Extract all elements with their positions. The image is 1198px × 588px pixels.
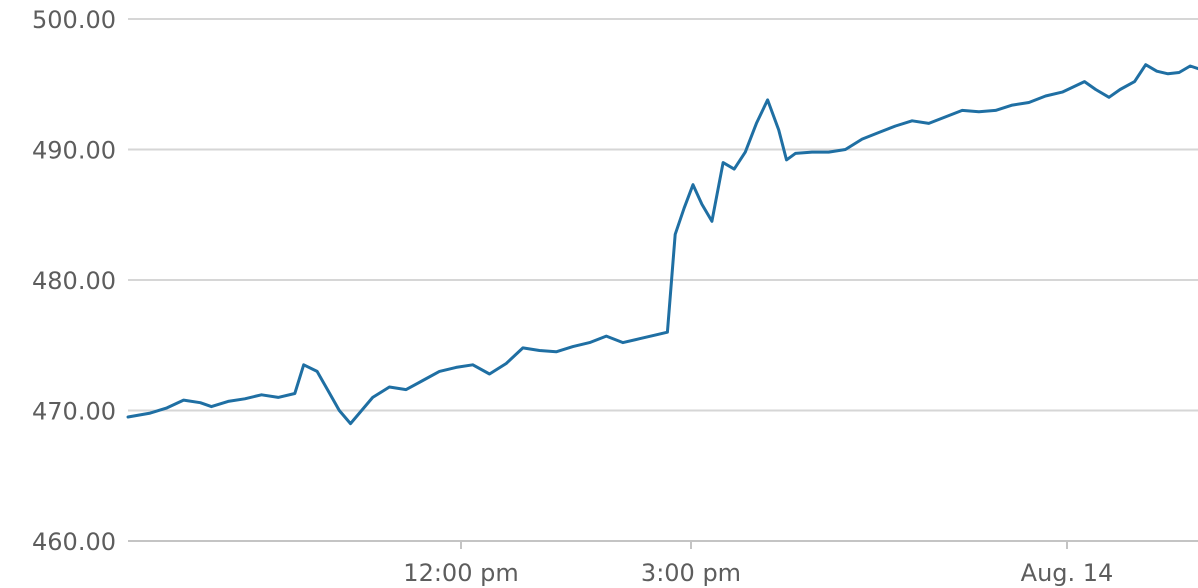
x-tick-label: Aug. 14 [1021,559,1114,587]
x-axis: 12:00 pm 3:00 pm Aug. 14 [128,540,1198,587]
gridlines [128,18,1198,542]
y-tick-label: 470.00 [32,398,116,426]
series-group [126,63,1198,426]
series-line-0 [126,63,1198,426]
x-tick-label: 3:00 pm [641,559,741,587]
y-axis: 500.00 490.00 480.00 470.00 460.00 [32,6,116,556]
y-tick-label: 460.00 [32,528,116,556]
y-tick-label: 480.00 [32,267,116,295]
x-tick-label: 12:00 pm [403,559,518,587]
y-tick-label: 490.00 [32,137,116,165]
y-tick-label: 500.00 [32,6,116,34]
